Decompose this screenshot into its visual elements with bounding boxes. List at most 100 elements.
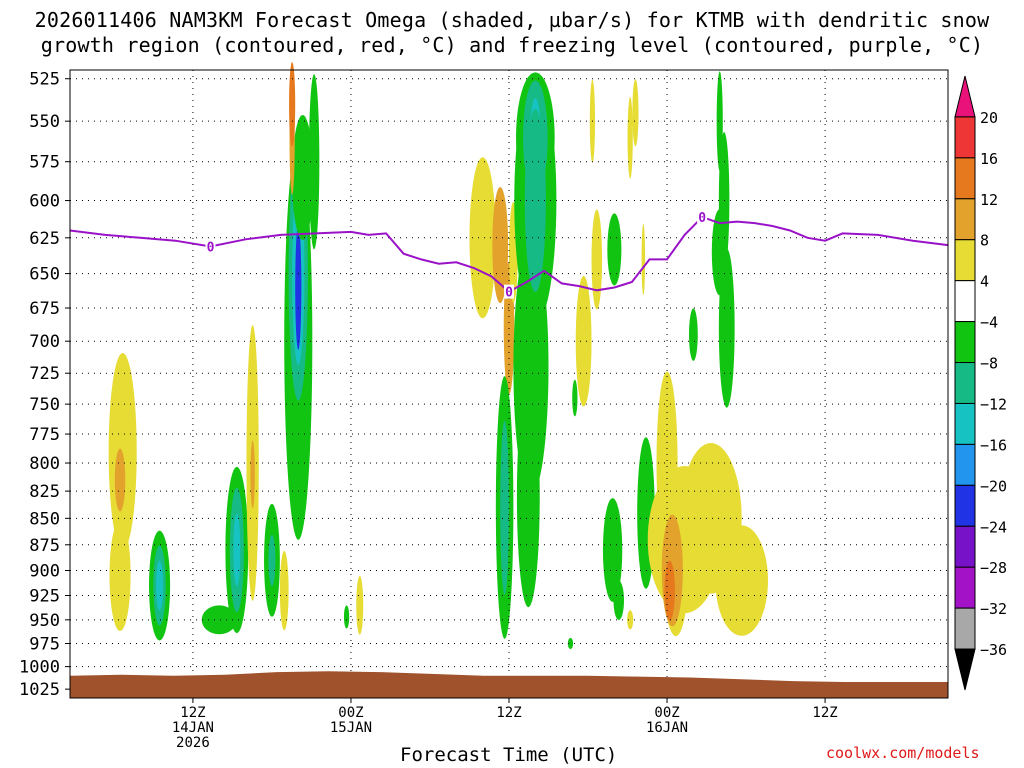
omega-cell-13 bbox=[268, 534, 276, 586]
omega-cell-30 bbox=[500, 420, 509, 595]
y-tick-label: 775 bbox=[29, 425, 60, 445]
colorbar-label: −28 bbox=[980, 559, 1007, 577]
colorbar-label: 4 bbox=[980, 273, 989, 291]
omega-cell-45 bbox=[613, 580, 625, 621]
chart-title-line-1: 2026011406 NAM3KM Forecast Omega (shaded… bbox=[34, 8, 990, 32]
y-tick-label: 1000 bbox=[19, 658, 60, 678]
y-tick-label: 950 bbox=[29, 611, 60, 631]
freezing-level-label-2: 0 bbox=[698, 211, 706, 226]
omega-cell-24 bbox=[356, 576, 364, 635]
x-tick-label: 12Z bbox=[180, 705, 205, 721]
colorbar: 20 16 12 8 4 −4 −8 −12 −16 −20 −24 −28 −32 −36 bbox=[954, 75, 1007, 691]
colorbar-label: 12 bbox=[980, 191, 998, 209]
y-tick-label: 550 bbox=[29, 112, 60, 132]
omega-cell-5 bbox=[156, 560, 164, 611]
y-tick-label: 975 bbox=[29, 635, 60, 655]
omega-cell-62 bbox=[688, 308, 698, 361]
x-axis-label: Forecast Time (UTC) bbox=[400, 744, 618, 766]
colorbar-swatch bbox=[954, 607, 976, 650]
colorbar-label: −8 bbox=[980, 355, 998, 373]
colorbar-label: −12 bbox=[980, 395, 1007, 413]
x-tick-label: 12Z bbox=[812, 705, 837, 721]
freezing-level-contour: 0 0 0 bbox=[69, 210, 949, 301]
omega-cell-34 bbox=[516, 386, 540, 608]
freezing-label-bg-1 bbox=[504, 284, 514, 299]
omega-cell-39 bbox=[567, 637, 574, 650]
omega-cell-9 bbox=[201, 605, 237, 635]
x-tick-label: 00Z bbox=[654, 705, 679, 721]
omega-cell-57 bbox=[664, 560, 675, 621]
colorbar-swatch bbox=[954, 321, 976, 364]
omega-cell-38 bbox=[572, 379, 578, 417]
y-tick-label: 600 bbox=[29, 192, 60, 212]
y-tick-label: 525 bbox=[29, 70, 60, 90]
omega-cell-50 bbox=[641, 223, 646, 296]
colorbar-label: −36 bbox=[980, 641, 1007, 659]
y-tick-label: 675 bbox=[29, 299, 60, 319]
colorbar-swatch bbox=[954, 239, 976, 282]
colorbar-swatch bbox=[954, 198, 976, 241]
colorbar-swatch bbox=[954, 362, 976, 404]
x-tick-label: 00Z bbox=[338, 705, 363, 721]
x-tick-label: 2026 bbox=[176, 735, 210, 751]
freezing-level-label-0: 0 bbox=[207, 241, 215, 256]
chart-title-line-2: growth region (contoured, red, °C) and f… bbox=[40, 33, 984, 57]
omega-cell-8 bbox=[233, 513, 241, 587]
colorbar-swatch bbox=[954, 402, 976, 445]
omega-shaded-field bbox=[108, 62, 769, 650]
y-tick-label: 925 bbox=[29, 586, 60, 606]
omega-cell-44 bbox=[602, 498, 623, 602]
omega-cell-2 bbox=[114, 448, 126, 512]
freezing-level-label-1: 0 bbox=[505, 286, 513, 301]
omega-cell-1 bbox=[109, 520, 131, 632]
y-tick-label: 1025 bbox=[19, 680, 60, 700]
omega-cell-59 bbox=[718, 248, 735, 408]
colorbar-label: 16 bbox=[980, 150, 998, 168]
source-credit: coolwx.com/models bbox=[826, 744, 980, 762]
colorbar-bottom-triangle bbox=[954, 648, 976, 691]
y-tick-label: 850 bbox=[29, 509, 60, 529]
y-tick-label: 625 bbox=[29, 229, 60, 249]
omega-cell-47 bbox=[627, 96, 633, 179]
y-axis-ticks: 525 550 575 600 625 650 675 700 725 750 775 800 825 8… bbox=[19, 70, 70, 700]
omega-cell-14 bbox=[279, 550, 289, 631]
freezing-level-line bbox=[69, 215, 949, 293]
colorbar-label: −32 bbox=[980, 600, 1007, 618]
colorbar-top-triangle bbox=[954, 75, 976, 118]
omega-cell-41 bbox=[591, 209, 603, 310]
colorbar-swatch bbox=[954, 484, 976, 527]
omega-cell-25 bbox=[469, 157, 496, 319]
colorbar-label: −20 bbox=[980, 477, 1007, 495]
omega-cell-19 bbox=[292, 114, 314, 240]
y-tick-label: 725 bbox=[29, 364, 60, 384]
omega-cell-22 bbox=[289, 62, 296, 147]
omega-cell-40 bbox=[575, 275, 592, 407]
y-tick-label: 700 bbox=[29, 332, 60, 352]
colorbar-swatch bbox=[954, 566, 976, 609]
colorbar-swatch bbox=[954, 525, 976, 568]
freezing-label-bg-2 bbox=[697, 210, 708, 225]
colorbar-label: −24 bbox=[980, 518, 1007, 536]
y-tick-label: 825 bbox=[29, 482, 60, 502]
colorbar-label: −4 bbox=[980, 314, 998, 332]
colorbar-label: 20 bbox=[980, 109, 998, 127]
colorbar-swatch bbox=[954, 157, 976, 200]
terrain-fill bbox=[70, 671, 948, 698]
omega-cell-23 bbox=[343, 605, 350, 629]
omega-cell-46 bbox=[632, 79, 639, 147]
terrain-area bbox=[70, 671, 948, 698]
omega-cell-11 bbox=[250, 440, 255, 509]
y-tick-label: 575 bbox=[29, 153, 60, 173]
colorbar-swatch bbox=[954, 280, 976, 323]
omega-cell-54 bbox=[715, 525, 769, 636]
y-tick-label: 875 bbox=[29, 536, 60, 556]
omega-cell-37 bbox=[524, 109, 546, 293]
colorbar-swatch bbox=[954, 116, 976, 159]
omega-cell-43 bbox=[607, 213, 622, 286]
y-tick-label: 650 bbox=[29, 265, 60, 285]
omega-cell-18 bbox=[295, 225, 302, 350]
colorbar-label: −16 bbox=[980, 436, 1007, 454]
x-tick-label: 16JAN bbox=[646, 720, 688, 736]
